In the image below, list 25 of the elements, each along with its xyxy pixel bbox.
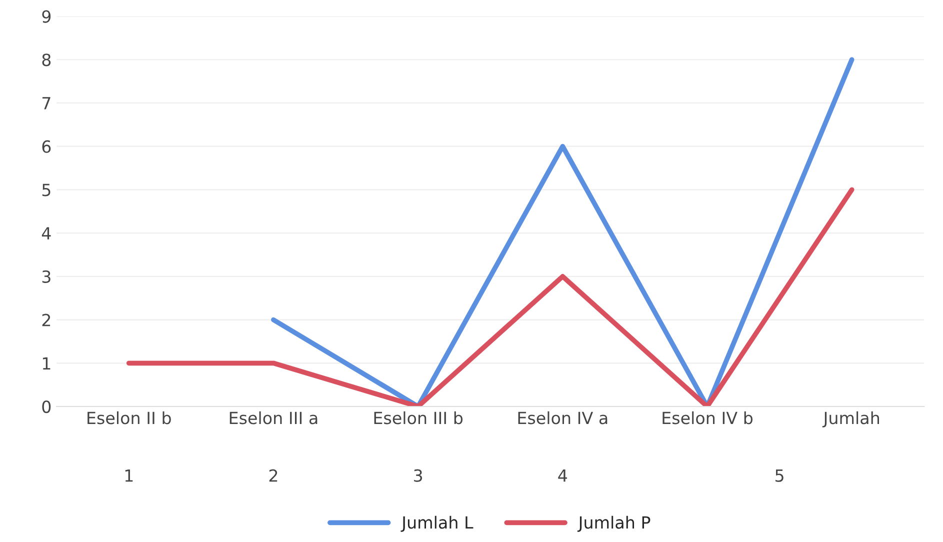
legend-label: Jumlah P xyxy=(577,516,650,532)
y-tick-label: 5 xyxy=(42,184,50,196)
y-tick-label: 4 xyxy=(42,227,51,240)
y-tick-label: 2 xyxy=(42,314,50,326)
y-tick-label: 1 xyxy=(42,357,50,370)
y-tick-label: 7 xyxy=(42,97,50,110)
x-tick-label: Eselon III b xyxy=(374,411,463,424)
x-tick-label: Jumlah xyxy=(822,411,879,428)
x-tick-label: Eselon II b xyxy=(88,411,171,424)
legend-label: Jumlah L xyxy=(400,516,474,532)
text: 5 xyxy=(776,470,784,482)
text: 3 xyxy=(414,469,422,482)
text: 1 xyxy=(125,470,133,482)
text: 2 xyxy=(269,469,278,482)
y-tick-label: 0 xyxy=(42,400,51,414)
x-tick-label: Eselon III a xyxy=(230,411,318,424)
x-tick-label: Eselon IV a xyxy=(518,411,608,424)
y-tick-label: 6 xyxy=(42,140,51,153)
y-tick-label: 8 xyxy=(42,54,51,66)
line-series xyxy=(271,57,854,406)
text: 4 xyxy=(558,470,568,482)
line-series xyxy=(126,187,854,406)
y-tick-label: 9 xyxy=(42,10,51,23)
x-tick-label: Eselon IV b xyxy=(662,411,753,424)
y-tick-label: 3 xyxy=(42,270,50,283)
